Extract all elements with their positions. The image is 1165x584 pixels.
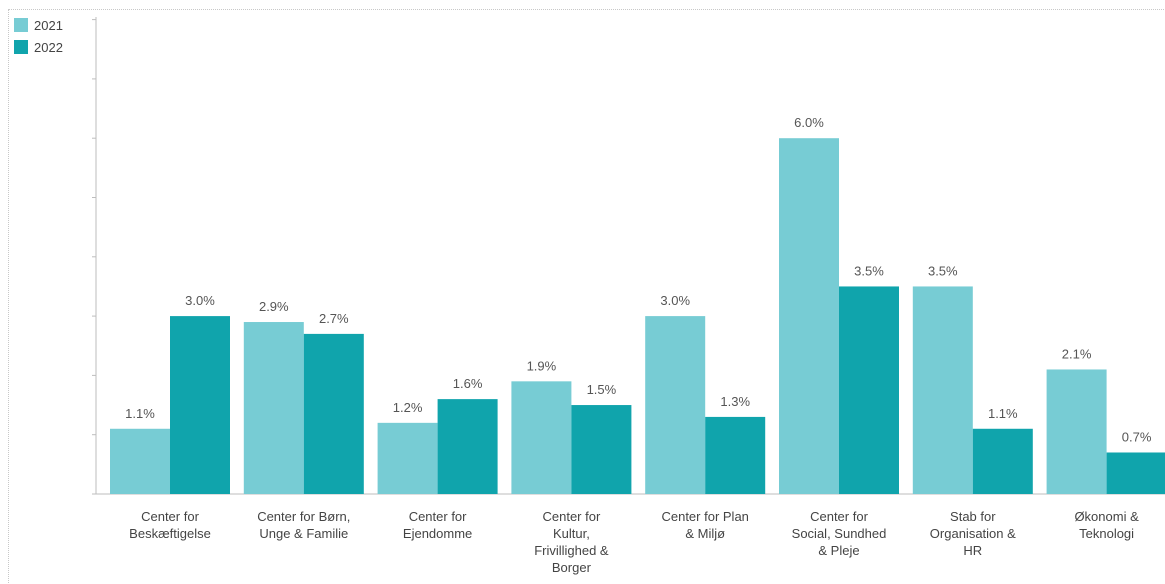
value-label-2021-4: 3.0% <box>660 293 690 308</box>
value-label-2022-3: 1.5% <box>587 382 617 397</box>
category-label-line: Stab for <box>950 509 996 524</box>
bar-2022-6 <box>972 428 1033 494</box>
category-label-line: Organisation & <box>930 526 1016 541</box>
category-label-6: Stab for Organisation & HR <box>930 509 1016 558</box>
category-label-2: Center for Ejendomme <box>403 509 472 541</box>
bar-2022-4 <box>705 416 766 494</box>
bar-2021-5 <box>779 138 839 494</box>
bar-2021-1 <box>243 322 304 494</box>
value-label-2021-7: 2.1% <box>1062 346 1092 361</box>
category-label-line: Ejendomme <box>403 526 472 541</box>
bar-2022-0 <box>170 316 230 494</box>
category-label-0: Center for Beskæftigelse <box>129 509 211 541</box>
category-label-line: Center for <box>141 509 199 524</box>
bar-2021-0 <box>110 428 170 494</box>
category-label-line: & Miljø <box>685 526 725 541</box>
category-label-line: Unge & Familie <box>259 526 348 541</box>
value-label-2021-3: 1.9% <box>527 358 557 373</box>
category-label-line: Kultur, <box>553 526 590 541</box>
category-label-1: Center for Børn, Unge & Familie <box>257 509 350 541</box>
category-label-line: Center for <box>810 509 868 524</box>
value-label-2021-5: 6.0% <box>794 115 824 130</box>
value-label-2022-4: 1.3% <box>720 394 750 409</box>
bar-2021-4 <box>645 316 706 494</box>
bar-2022-2 <box>437 399 498 494</box>
category-label-5: Center for Social, Sundhed & Pleje <box>792 509 887 558</box>
category-label-7: Økonomi & Teknologi <box>1074 509 1139 541</box>
bar-2021-7 <box>1046 369 1107 494</box>
category-label-line: Økonomi & <box>1074 509 1139 524</box>
legend-item-2021[interactable]: 2021 <box>14 14 63 36</box>
category-label-line: Center for <box>409 509 467 524</box>
value-label-2022-1: 2.7% <box>319 311 349 326</box>
bar-2021-6 <box>912 286 973 494</box>
value-label-2022-2: 1.6% <box>453 376 483 391</box>
legend-label-2021: 2021 <box>34 17 63 33</box>
legend-item-2022[interactable]: 2022 <box>14 36 63 58</box>
bar-2022-7 <box>1106 452 1165 494</box>
bar-2021-3 <box>511 381 572 494</box>
category-label-3: Center for Kultur, Frivillighed & Borger <box>534 509 609 575</box>
category-label-line: Frivillighed & <box>534 543 609 558</box>
bar-2022-3 <box>571 405 632 494</box>
chart-frame <box>8 9 1164 583</box>
value-label-2021-2: 1.2% <box>393 400 423 415</box>
category-label-line: Beskæftigelse <box>129 526 211 541</box>
category-label-line: HR <box>963 543 982 558</box>
value-label-2021-1: 2.9% <box>259 299 289 314</box>
value-label-2022-0: 3.0% <box>185 293 215 308</box>
value-label-2022-7: 0.7% <box>1122 429 1152 444</box>
category-label-line: Center for Børn, <box>257 509 350 524</box>
value-label-2022-6: 1.1% <box>988 406 1018 421</box>
category-label-line: Center for Plan <box>661 509 748 524</box>
category-label-line: Center for <box>542 509 600 524</box>
category-label-4: Center for Plan & Miljø <box>661 509 748 541</box>
bar-2021-2 <box>377 422 438 494</box>
category-label-line: Social, Sundhed <box>792 526 887 541</box>
legend-label-2022: 2022 <box>34 39 63 55</box>
legend-swatch-2021 <box>14 18 28 32</box>
value-label-2021-0: 1.1% <box>125 406 155 421</box>
bar-2022-1 <box>303 333 364 494</box>
category-label-line: & Pleje <box>818 543 859 558</box>
bar-2022-5 <box>839 286 899 494</box>
legend-swatch-2022 <box>14 40 28 54</box>
category-label-line: Teknologi <box>1079 526 1134 541</box>
category-label-line: Borger <box>552 560 592 575</box>
value-label-2021-6: 3.5% <box>928 263 958 278</box>
legend: 2021 2022 <box>14 14 63 58</box>
value-label-2022-5: 3.5% <box>854 263 884 278</box>
